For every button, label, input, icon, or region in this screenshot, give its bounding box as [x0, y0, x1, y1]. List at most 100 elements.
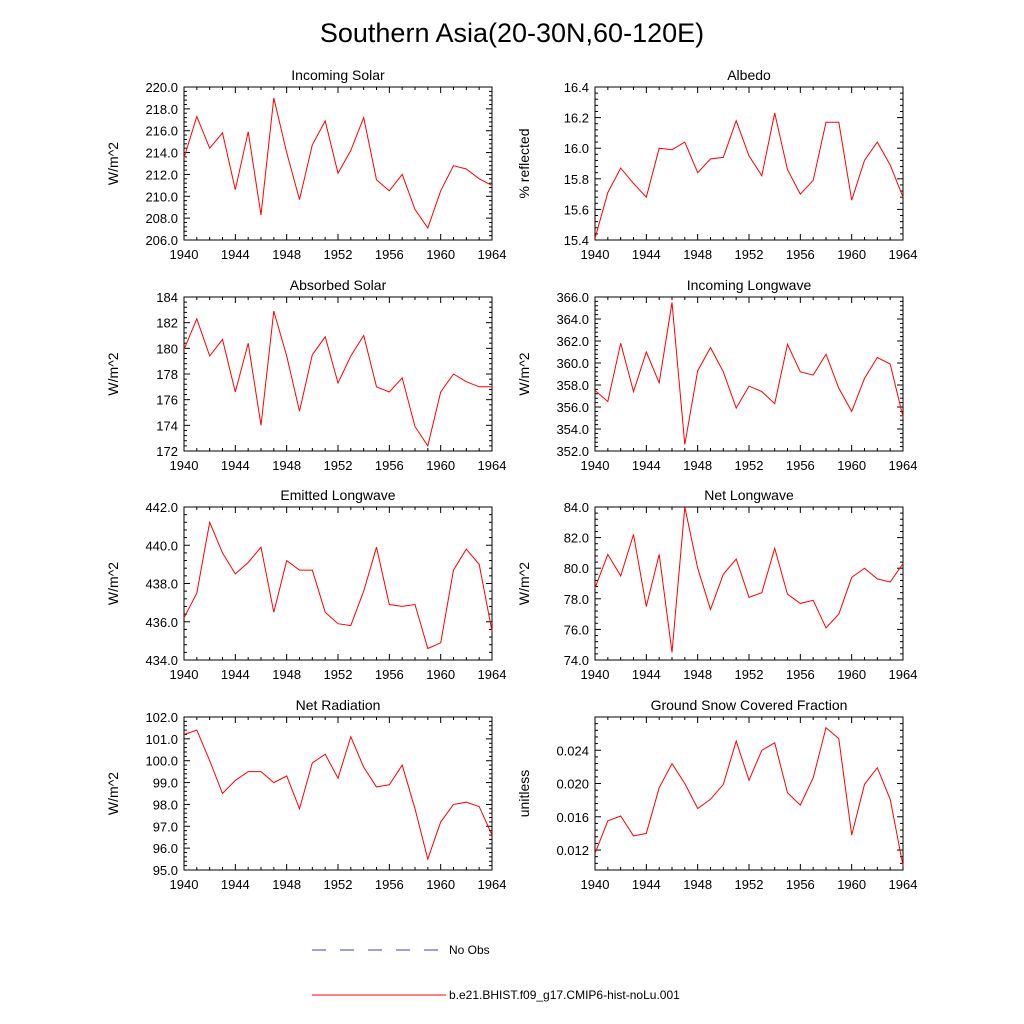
y-tick-label: 102.0	[145, 710, 178, 725]
panel-title: Ground Snow Covered Fraction	[651, 697, 848, 713]
x-tick-label: 1952	[324, 877, 353, 892]
y-tick-label: 216.0	[145, 124, 178, 139]
y-tick-label: 172	[156, 444, 178, 459]
x-tick-label: 1944	[221, 458, 250, 473]
y-tick-label: 76.0	[564, 622, 589, 637]
y-tick-label: 220.0	[145, 80, 178, 95]
y-tick-label: 218.0	[145, 102, 178, 117]
x-tick-label: 1948	[272, 247, 301, 262]
panel-net-radiation: Net Radiation W/m^2 1940 1944 1948 1952 1956 19…	[105, 697, 506, 892]
y-tick-label: 0.020	[556, 777, 589, 792]
y-tick-label: 174	[156, 418, 178, 433]
y-tick-label: 82.0	[564, 531, 589, 546]
x-tick-label: 1952	[735, 667, 764, 682]
panel-incoming-solar: Incoming Solar W/m^2 1940 1944 1948 1952 1956 1…	[105, 67, 506, 262]
y-tick-label: 438.0	[145, 577, 178, 592]
panel-incoming-longwave: Incoming Longwave W/m^2 1940 1944 1948 1952 19…	[516, 277, 917, 473]
x-tick-label: 1944	[632, 247, 661, 262]
x-tick-label: 1964	[478, 458, 507, 473]
x-tick-label: 1940	[581, 667, 610, 682]
y-tick-label: 16.2	[564, 111, 589, 126]
x-tick-label: 1952	[735, 877, 764, 892]
legend: No Obs b.e21.BHIST.f09_g17.CMIP6-hist-no…	[312, 943, 680, 1002]
y-axis-label: % reflected	[516, 128, 532, 198]
panels-group: Incoming Solar W/m^2 1940 1944 1948 1952 1956 1…	[105, 67, 917, 892]
series-line-incoming-solar	[183, 97, 493, 230]
y-axis-label: unitless	[516, 770, 532, 817]
x-tick-label: 1960	[837, 458, 866, 473]
plot-frame	[594, 86, 904, 241]
y-axis-label: W/m^2	[516, 562, 532, 605]
x-tick-label: 1948	[272, 877, 301, 892]
panel-title: Net Radiation	[296, 697, 381, 713]
series-line-emitted-longwave	[183, 520, 493, 650]
y-tick-label: 212.0	[145, 167, 178, 182]
x-tick-label: 1960	[426, 877, 455, 892]
x-tick-label: 1952	[324, 247, 353, 262]
panel-ground-snow-covered-fraction: Ground Snow Covered Fraction unitless 1940…	[516, 697, 917, 892]
y-tick-label: 78.0	[564, 592, 589, 607]
y-tick-label: 16.4	[564, 80, 589, 95]
plot-frame	[183, 86, 493, 241]
panel-title: Emitted Longwave	[280, 487, 395, 503]
y-axis-label: W/m^2	[516, 352, 532, 395]
x-tick-label: 1948	[272, 667, 301, 682]
x-tick-label: 1940	[581, 458, 610, 473]
panel-title: Absorbed Solar	[290, 277, 387, 293]
plot-frame	[183, 506, 493, 661]
x-tick-label: 1964	[478, 877, 507, 892]
y-tick-label: 15.6	[564, 202, 589, 217]
series-line-albedo	[594, 112, 904, 239]
series-line-absorbed-solar	[183, 310, 492, 448]
panel-emitted-longwave: Emitted Longwave W/m^2 1940 1944 1948 1952 195…	[105, 487, 506, 682]
x-tick-label: 1944	[221, 667, 250, 682]
y-tick-label: 366.0	[556, 290, 589, 305]
y-tick-label: 101.0	[145, 732, 178, 747]
y-tick-label: 210.0	[145, 189, 178, 204]
panel-title: Incoming Solar	[291, 67, 385, 83]
series-line-net-radiation	[183, 729, 493, 861]
y-tick-label: 358.0	[556, 378, 589, 393]
y-tick-label: 95.0	[153, 863, 178, 878]
plot-frame	[183, 296, 493, 452]
x-tick-label: 1948	[683, 458, 712, 473]
x-tick-label: 1960	[426, 247, 455, 262]
x-tick-label: 1948	[272, 458, 301, 473]
y-tick-label: 354.0	[556, 422, 589, 437]
y-tick-label: 434.0	[145, 653, 178, 668]
x-tick-label: 1956	[786, 247, 815, 262]
y-tick-label: 0.024	[556, 743, 589, 758]
x-tick-label: 1948	[683, 667, 712, 682]
x-tick-label: 1944	[221, 247, 250, 262]
y-tick-label: 97.0	[153, 819, 178, 834]
y-tick-label: 362.0	[556, 334, 589, 349]
x-tick-label: 1960	[837, 877, 866, 892]
y-tick-label: 214.0	[145, 146, 178, 161]
y-tick-label: 180	[156, 341, 178, 356]
x-tick-label: 1948	[683, 877, 712, 892]
x-tick-label: 1952	[324, 667, 353, 682]
x-tick-label: 1964	[889, 877, 918, 892]
x-tick-label: 1964	[478, 667, 507, 682]
y-tick-label: 16.0	[564, 141, 589, 156]
plot-frame	[183, 716, 493, 871]
x-tick-label: 1956	[786, 458, 815, 473]
x-tick-label: 1952	[735, 458, 764, 473]
panel-title: Net Longwave	[704, 487, 794, 503]
y-tick-label: 440.0	[145, 538, 178, 553]
x-tick-label: 1952	[324, 458, 353, 473]
series-line-ground-snow-covered-fraction	[594, 726, 904, 866]
y-tick-label: 74.0	[564, 653, 589, 668]
y-tick-label: 0.016	[556, 810, 589, 825]
x-tick-label: 1948	[683, 247, 712, 262]
x-tick-label: 1956	[375, 458, 404, 473]
x-tick-label: 1960	[426, 458, 455, 473]
y-tick-label: 208.0	[145, 211, 178, 226]
panel-albedo: Albedo % reflected 1940 1944 1948 1952 1956 196…	[516, 67, 917, 262]
panel-net-longwave: Net Longwave W/m^2 1940 1944 1948 1952 1956 196…	[516, 487, 917, 682]
y-tick-label: 356.0	[556, 400, 589, 415]
series-line-net-longwave	[594, 506, 904, 653]
x-tick-label: 1960	[837, 247, 866, 262]
y-tick-label: 96.0	[153, 841, 178, 856]
